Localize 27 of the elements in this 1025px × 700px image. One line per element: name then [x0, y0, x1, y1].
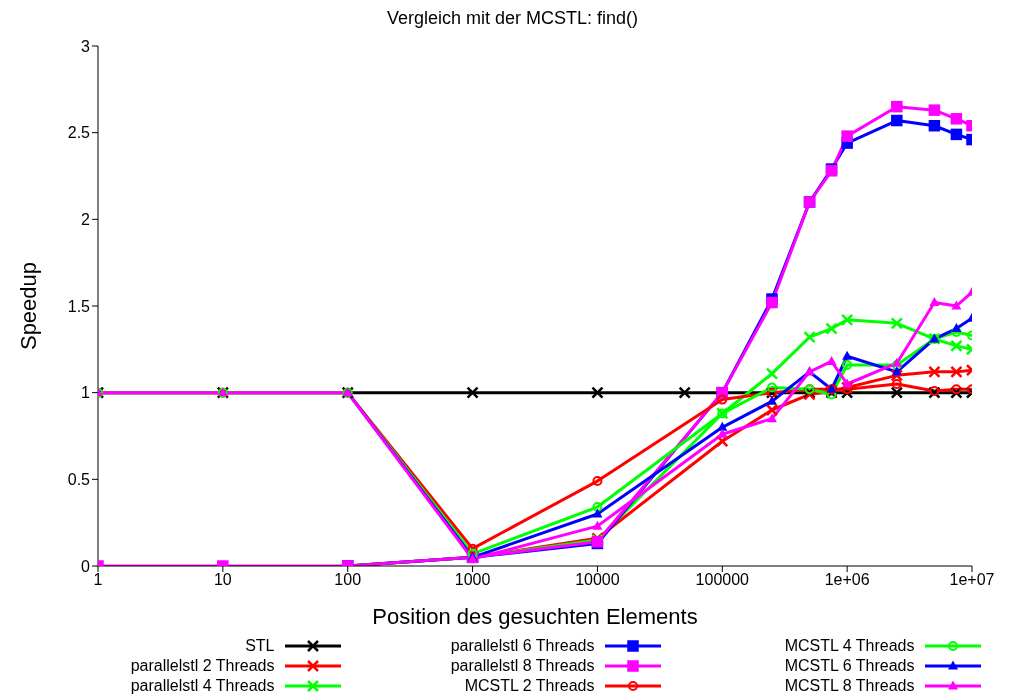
- x-tick-label: 10000: [575, 571, 620, 589]
- legend-label: STL: [245, 637, 275, 655]
- y-tick-label: 0: [81, 557, 91, 575]
- y-tick-label: 1.5: [67, 297, 91, 315]
- y-tick-label: 3: [81, 37, 91, 55]
- chart-title: Vergleich mit der MCSTL: find(): [385, 8, 640, 30]
- legend-label: MCSTL 2 Threads: [464, 677, 595, 695]
- x-tick-label: 1e+07: [949, 571, 995, 589]
- y-tick-label: 2.5: [67, 124, 91, 142]
- x-tick-label: 1: [93, 571, 103, 589]
- legend-label: MCSTL 8 Threads: [784, 677, 915, 695]
- legend-label: parallelstl 8 Threads: [450, 657, 595, 675]
- x-tick-label: 1000: [454, 571, 491, 589]
- legend-label: MCSTL 6 Threads: [784, 657, 915, 675]
- x-tick-label: 1e+06: [824, 571, 870, 589]
- x-tick-label: 100: [334, 571, 362, 589]
- legend-label: parallelstl 6 Threads: [450, 637, 595, 655]
- y-tick-label: 0.5: [67, 471, 91, 489]
- legend-label: MCSTL 4 Threads: [784, 637, 915, 655]
- y-axis-title: Speedup: [15, 261, 41, 351]
- x-tick-label: 10: [213, 571, 232, 589]
- y-tick-label: 2: [81, 211, 91, 229]
- legend-label: parallelstl 2 Threads: [130, 657, 275, 675]
- y-tick-label: 1: [81, 384, 91, 402]
- x-axis-title: Position des gesuchten Elements: [372, 604, 698, 629]
- x-tick-label: 100000: [695, 571, 750, 589]
- legend-label: parallelstl 4 Threads: [130, 677, 275, 695]
